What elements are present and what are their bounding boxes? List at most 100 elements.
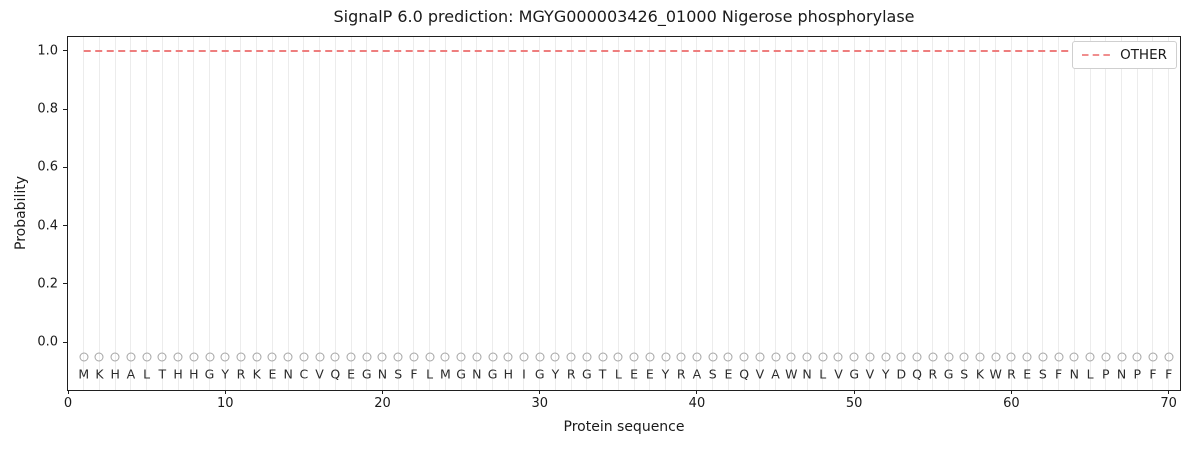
gridline	[665, 37, 666, 390]
gridline	[1168, 37, 1170, 390]
x-tick-mark	[381, 390, 383, 394]
gridline	[209, 37, 211, 390]
residue-letter: S	[394, 366, 403, 382]
gridline	[319, 37, 321, 390]
gridline	[1026, 37, 1028, 390]
y-tick-label: 0.0	[37, 334, 58, 350]
gridline	[696, 37, 698, 390]
residue-letter: M	[439, 366, 451, 382]
residue-marker	[110, 352, 120, 362]
residue-letter: R	[236, 366, 246, 382]
residue-marker	[613, 352, 623, 362]
residue-letter: V	[865, 366, 875, 382]
residue-letter: R	[928, 366, 938, 382]
gridline	[444, 37, 446, 390]
residue-letter: L	[426, 366, 434, 382]
gridline	[680, 37, 682, 390]
residue-marker	[865, 352, 875, 362]
gridline	[948, 37, 950, 390]
residue-letter: E	[347, 366, 355, 382]
gridline	[287, 37, 289, 390]
y-tick-label: 0.6	[37, 159, 58, 175]
gridline	[240, 37, 242, 390]
x-tick-mark	[1010, 390, 1012, 394]
residue-marker	[723, 352, 733, 362]
gridline	[350, 37, 352, 390]
gridline	[806, 37, 808, 390]
residue-marker	[708, 352, 718, 362]
gridline	[224, 37, 226, 390]
y-tick-mark	[63, 283, 67, 285]
residue-letter: L	[1086, 366, 1094, 382]
gridline	[963, 37, 965, 390]
residue-marker	[755, 352, 765, 362]
residue-marker	[991, 352, 1001, 362]
residue-letter: N	[472, 366, 482, 382]
gridline	[885, 37, 887, 390]
residue-marker	[833, 352, 843, 362]
residue-marker	[818, 352, 828, 362]
residue-marker	[944, 352, 954, 362]
gridline	[570, 37, 572, 390]
gridline	[1089, 37, 1091, 390]
residue-letter: G	[456, 366, 466, 382]
residue-letter: V	[755, 366, 765, 382]
gridline	[837, 37, 839, 390]
residue-marker	[629, 352, 639, 362]
residue-marker	[472, 352, 482, 362]
residue-marker	[157, 352, 167, 362]
residue-letter: Y	[221, 366, 230, 382]
residue-marker	[786, 352, 796, 362]
residue-letter: A	[692, 366, 702, 382]
gridline	[366, 37, 368, 390]
gridline	[586, 37, 588, 390]
x-tick-label: 40	[688, 396, 706, 411]
residue-letter: L	[614, 366, 622, 382]
residue-letter: E	[645, 366, 654, 382]
residue-marker	[377, 352, 387, 362]
gridline	[853, 37, 855, 390]
residue-marker	[519, 352, 529, 362]
residue-letter: L	[819, 366, 827, 382]
gridline	[397, 37, 399, 390]
gridline	[114, 37, 116, 390]
gridline	[161, 37, 163, 390]
x-tick-label: 30	[531, 396, 548, 411]
residue-marker	[205, 352, 215, 362]
residue-letter: C	[299, 366, 309, 382]
gridline	[429, 37, 431, 390]
gridline	[460, 37, 462, 390]
gridline	[995, 37, 997, 390]
gridline	[979, 37, 981, 390]
x-tick-label: 60	[1003, 396, 1020, 411]
residue-letter: T	[598, 366, 607, 382]
residue-marker	[79, 352, 89, 362]
residue-letter: A	[771, 366, 780, 382]
gridline	[523, 37, 525, 390]
residue-marker	[550, 352, 560, 362]
x-tick-label: 10	[216, 396, 234, 411]
residue-letter: N	[377, 366, 388, 382]
residue-marker	[1006, 352, 1016, 362]
gridline	[146, 37, 148, 390]
gridline	[900, 37, 902, 390]
residue-letter: H	[110, 366, 120, 382]
gridline	[271, 37, 273, 390]
x-tick-label: 0	[63, 396, 73, 411]
residue-letter: A	[126, 366, 136, 382]
y-tick-label: 0.2	[37, 276, 58, 292]
residue-marker	[661, 352, 670, 362]
residue-marker	[692, 352, 702, 362]
residue-marker	[236, 352, 246, 362]
residue-letter: I	[522, 366, 526, 382]
residue-marker	[456, 352, 466, 362]
gridline	[617, 37, 619, 390]
y-tick-mark	[63, 108, 67, 110]
residue-letter: Q	[739, 366, 750, 382]
gridline	[1073, 37, 1075, 390]
residue-letter: E	[724, 366, 733, 382]
residue-letter: N	[1116, 366, 1127, 382]
gridline	[932, 37, 934, 390]
y-tick-mark	[63, 341, 67, 343]
residue-letter: V	[315, 366, 324, 382]
